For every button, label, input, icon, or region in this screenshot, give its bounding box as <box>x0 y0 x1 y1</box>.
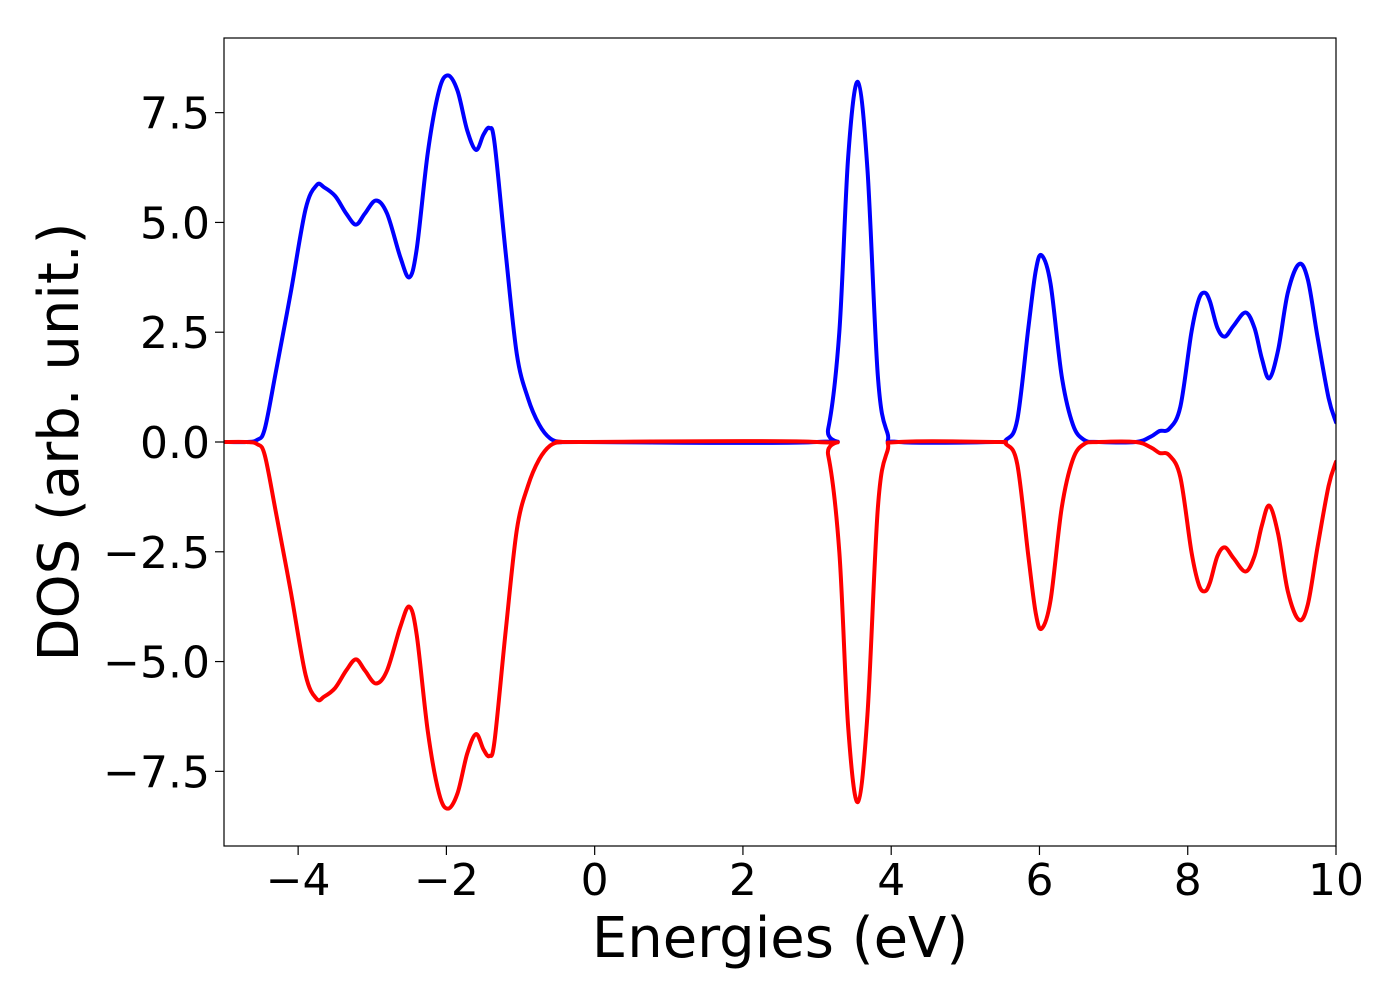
x-axis-label: Energies (eV) <box>592 906 968 971</box>
y-tick-label: 7.5 <box>140 89 210 140</box>
x-tick-label: 4 <box>877 855 905 906</box>
x-tick-label: 6 <box>1025 855 1053 906</box>
x-tick-label: 2 <box>729 855 757 906</box>
y-axis-label: DOS (arb. unit.) <box>27 222 92 661</box>
x-tick-label: 10 <box>1308 855 1364 906</box>
x-tick-label: −2 <box>414 855 479 906</box>
x-tick-label: 0 <box>581 855 609 906</box>
dos-series-line-1 <box>224 73 1336 445</box>
x-tick-label: 8 <box>1174 855 1202 906</box>
y-tick-label: −5.0 <box>103 638 210 689</box>
x-tick-label: −4 <box>266 855 331 906</box>
y-axis-ticks: 7.5 5.0 2.5 0.0 −2.5 −5.0 −7.5 <box>103 89 224 798</box>
y-tick-label: 5.0 <box>140 198 210 249</box>
y-tick-label: 0.0 <box>140 418 210 469</box>
y-tick-label: −7.5 <box>103 747 210 798</box>
y-tick-label: 2.5 <box>140 308 210 359</box>
dos-series-line-2 <box>224 439 1336 811</box>
x-axis-ticks: −4 −2 0 2 4 6 8 10 <box>266 846 1364 906</box>
y-tick-label: −2.5 <box>103 528 210 579</box>
series-layer <box>224 73 1336 811</box>
